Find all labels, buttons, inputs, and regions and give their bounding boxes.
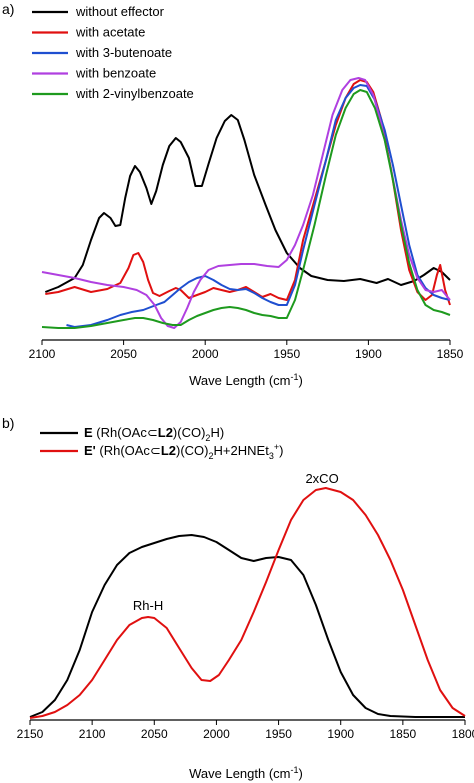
x-tick-label: 1900 (355, 347, 382, 361)
x-tick-label: 1950 (265, 727, 292, 741)
panel-b-legend: E (Rh(OAc⊂L2)(CO)2H)E' (Rh(OAc⊂L2)(CO)2H… (40, 425, 283, 461)
series-line-e- (29, 487, 466, 719)
legend-entry: with 2-vinylbenzoate (75, 86, 194, 101)
x-tick-label: 1850 (437, 347, 464, 361)
legend-entry: with benzoate (75, 66, 156, 81)
panel-b: b) E (Rh(OAc⊂L2)(CO)2H)E' (Rh(OAc⊂L2)(CO… (2, 415, 474, 781)
legend-entry: E' (Rh(OAc⊂L2)(CO)2H+2HNEt3+) (84, 442, 283, 461)
panel-a: a) without effector with acetate with 3-bu… (2, 1, 464, 388)
x-tick-label: 1950 (273, 347, 300, 361)
x-tick-label: 2100 (79, 727, 106, 741)
legend-entry: without effector (75, 4, 165, 19)
panel-b-series (29, 487, 466, 719)
x-tick-label: 1850 (390, 727, 417, 741)
legend-entry: E (Rh(OAc⊂L2)(CO)2H) (84, 425, 224, 443)
x-tick-label: 2000 (192, 347, 219, 361)
panel-a-legend: without effector with acetate with 3-buten… (32, 4, 194, 101)
legend-entry: with 3-butenoate (75, 45, 172, 60)
series-line-with-acetate (45, 79, 451, 306)
x-tick-label: 2050 (141, 727, 168, 741)
peak-annotation: 2xCO (305, 471, 338, 486)
panel-b-label: b) (2, 415, 14, 431)
x-tick-label: 2150 (17, 727, 44, 741)
series-line-e (29, 534, 465, 718)
panel-b-x-ticks: 2150 2100 2050 2000 1950 1900 1850 1800 (17, 720, 474, 741)
panel-b-x-axis-label: Wave Length (cm-1) (189, 765, 303, 781)
series-line-with-2-vinylbenzoate (41, 89, 451, 329)
panel-a-series (41, 77, 451, 329)
panel-a-x-ticks: 2100 2050 2000 1950 1900 1850 (29, 340, 464, 361)
series-line-without-effector (44, 114, 451, 293)
panel-a-x-axis-label: Wave Length (cm-1) (189, 372, 303, 388)
panel-a-label: a) (2, 1, 14, 17)
x-tick-label: 1800 (452, 727, 474, 741)
x-tick-label: 2100 (29, 347, 56, 361)
panel-b-annotations: Rh-H 2xCO (133, 471, 339, 613)
x-tick-label: 1900 (327, 727, 354, 741)
legend-entry: with acetate (75, 25, 145, 40)
series-line-with-3-butenoate (66, 84, 451, 328)
x-tick-label: 2000 (203, 727, 230, 741)
x-tick-label: 2050 (110, 347, 137, 361)
peak-annotation: Rh-H (133, 598, 163, 613)
